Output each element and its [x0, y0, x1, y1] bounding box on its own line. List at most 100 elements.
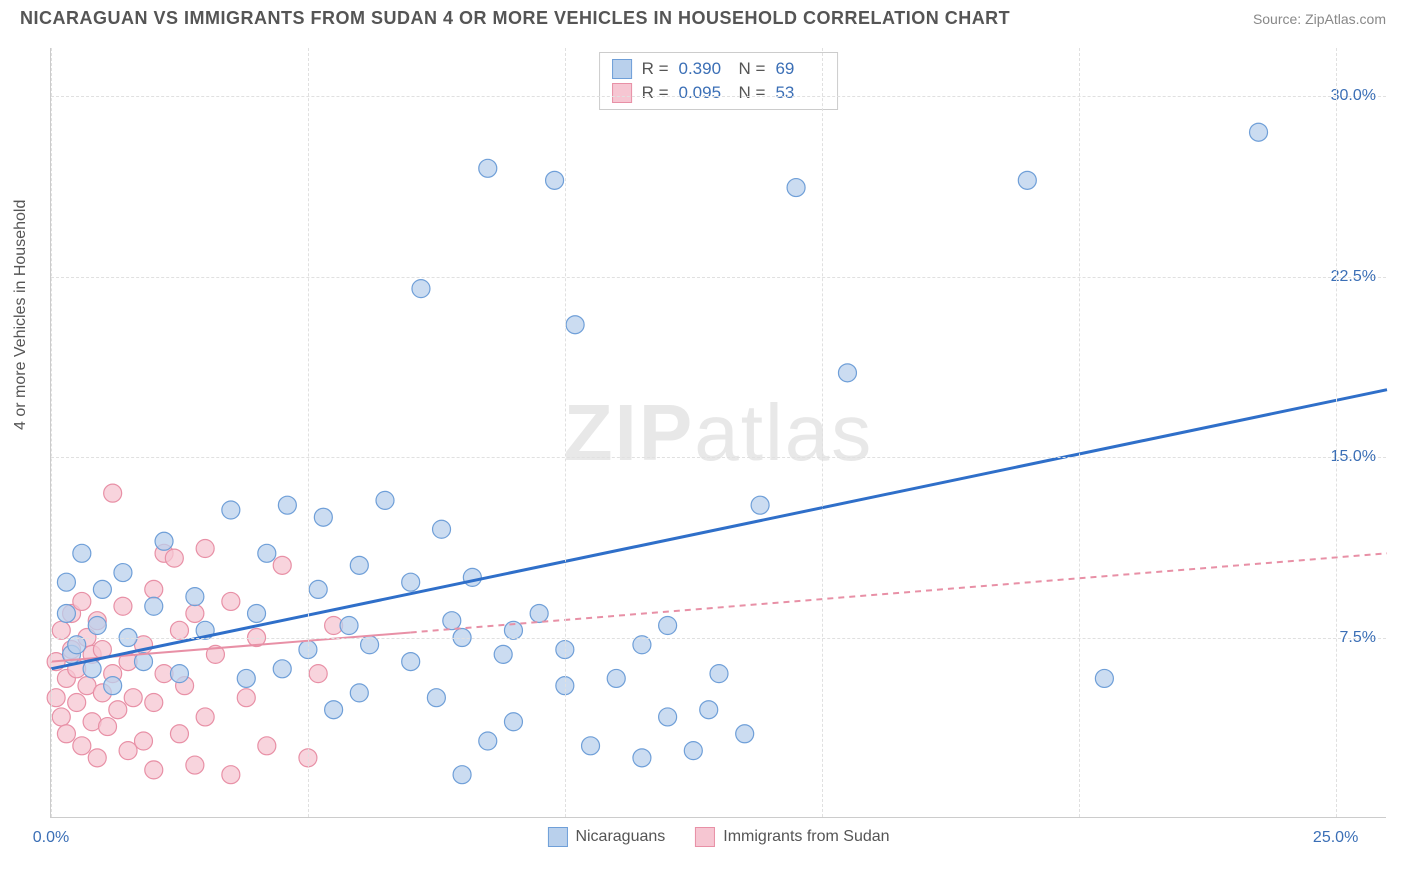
chart-plot-area: ZIPatlas R =0.390N =69R =0.095N =53 Nica…	[50, 48, 1386, 818]
legend-swatch	[612, 83, 632, 103]
data-point	[402, 573, 420, 591]
data-point	[124, 689, 142, 707]
data-point	[838, 364, 856, 382]
data-point	[248, 604, 266, 622]
data-point	[222, 766, 240, 784]
data-point	[165, 549, 183, 567]
data-point	[751, 496, 769, 514]
legend-item: Nicaraguans	[547, 827, 665, 847]
data-point	[145, 694, 163, 712]
data-point	[186, 588, 204, 606]
data-point	[309, 665, 327, 683]
trend-line	[51, 390, 1387, 669]
data-point	[412, 280, 430, 298]
legend-swatch	[695, 827, 715, 847]
data-point	[633, 749, 651, 767]
scatter-plot-svg	[51, 48, 1386, 817]
r-value: 0.095	[679, 83, 729, 103]
data-point	[47, 689, 65, 707]
gridline-v	[308, 48, 309, 817]
data-point	[566, 316, 584, 334]
data-point	[237, 689, 255, 707]
data-point	[607, 669, 625, 687]
legend-label: Immigrants from Sudan	[723, 828, 889, 846]
data-point	[700, 701, 718, 719]
data-point	[109, 701, 127, 719]
data-point	[52, 708, 70, 726]
data-point	[104, 484, 122, 502]
gridline-h	[51, 277, 1386, 278]
data-point	[145, 761, 163, 779]
gridline-h	[51, 457, 1386, 458]
data-point	[659, 617, 677, 635]
data-point	[684, 742, 702, 760]
data-point	[530, 604, 548, 622]
stats-legend: R =0.390N =69R =0.095N =53	[599, 52, 839, 110]
y-axis-title: 4 or more Vehicles in Household	[12, 200, 30, 430]
gridline-v	[51, 48, 52, 817]
data-point	[134, 732, 152, 750]
data-point	[57, 725, 75, 743]
series-legend: Nicaraguans Immigrants from Sudan	[547, 827, 889, 847]
data-point	[222, 501, 240, 519]
data-point	[114, 597, 132, 615]
chart-title: NICARAGUAN VS IMMIGRANTS FROM SUDAN 4 OR…	[20, 8, 1010, 29]
y-tick-label: 7.5%	[1340, 629, 1376, 647]
data-point	[479, 159, 497, 177]
data-point	[787, 179, 805, 197]
data-point	[88, 749, 106, 767]
data-point	[463, 568, 481, 586]
data-point	[170, 665, 188, 683]
data-point	[314, 508, 332, 526]
data-point	[114, 564, 132, 582]
r-value: 0.390	[679, 59, 729, 79]
data-point	[93, 580, 111, 598]
data-point	[350, 556, 368, 574]
data-point	[546, 171, 564, 189]
n-value: 69	[775, 59, 825, 79]
data-point	[57, 604, 75, 622]
n-value: 53	[775, 83, 825, 103]
data-point	[73, 544, 91, 562]
data-point	[88, 617, 106, 635]
data-point	[145, 597, 163, 615]
data-point	[325, 701, 343, 719]
gridline-v	[1336, 48, 1337, 817]
data-point	[145, 580, 163, 598]
data-point	[186, 756, 204, 774]
gridline-h	[51, 638, 1386, 639]
data-point	[582, 737, 600, 755]
data-point	[427, 689, 445, 707]
data-point	[99, 718, 117, 736]
gridline-v	[1079, 48, 1080, 817]
data-point	[258, 737, 276, 755]
data-point	[196, 708, 214, 726]
data-point	[57, 573, 75, 591]
y-tick-label: 22.5%	[1331, 268, 1376, 286]
data-point	[1250, 123, 1268, 141]
legend-swatch	[547, 827, 567, 847]
data-point	[273, 660, 291, 678]
source-label: Source: ZipAtlas.com	[1253, 11, 1386, 27]
stats-row: R =0.390N =69	[612, 57, 826, 81]
data-point	[1095, 669, 1113, 687]
data-point	[494, 645, 512, 663]
legend-swatch	[612, 59, 632, 79]
data-point	[222, 592, 240, 610]
n-label: N =	[739, 83, 766, 103]
legend-label: Nicaraguans	[575, 828, 665, 846]
data-point	[504, 713, 522, 731]
x-tick-label: 25.0%	[1313, 829, 1358, 847]
data-point	[433, 520, 451, 538]
gridline-h	[51, 96, 1386, 97]
data-point	[659, 708, 677, 726]
trend-line	[411, 553, 1387, 632]
data-point	[376, 491, 394, 509]
data-point	[402, 653, 420, 671]
data-point	[104, 677, 122, 695]
legend-item: Immigrants from Sudan	[695, 827, 889, 847]
data-point	[273, 556, 291, 574]
n-label: N =	[739, 59, 766, 79]
data-point	[73, 737, 91, 755]
x-tick-label: 0.0%	[33, 829, 69, 847]
